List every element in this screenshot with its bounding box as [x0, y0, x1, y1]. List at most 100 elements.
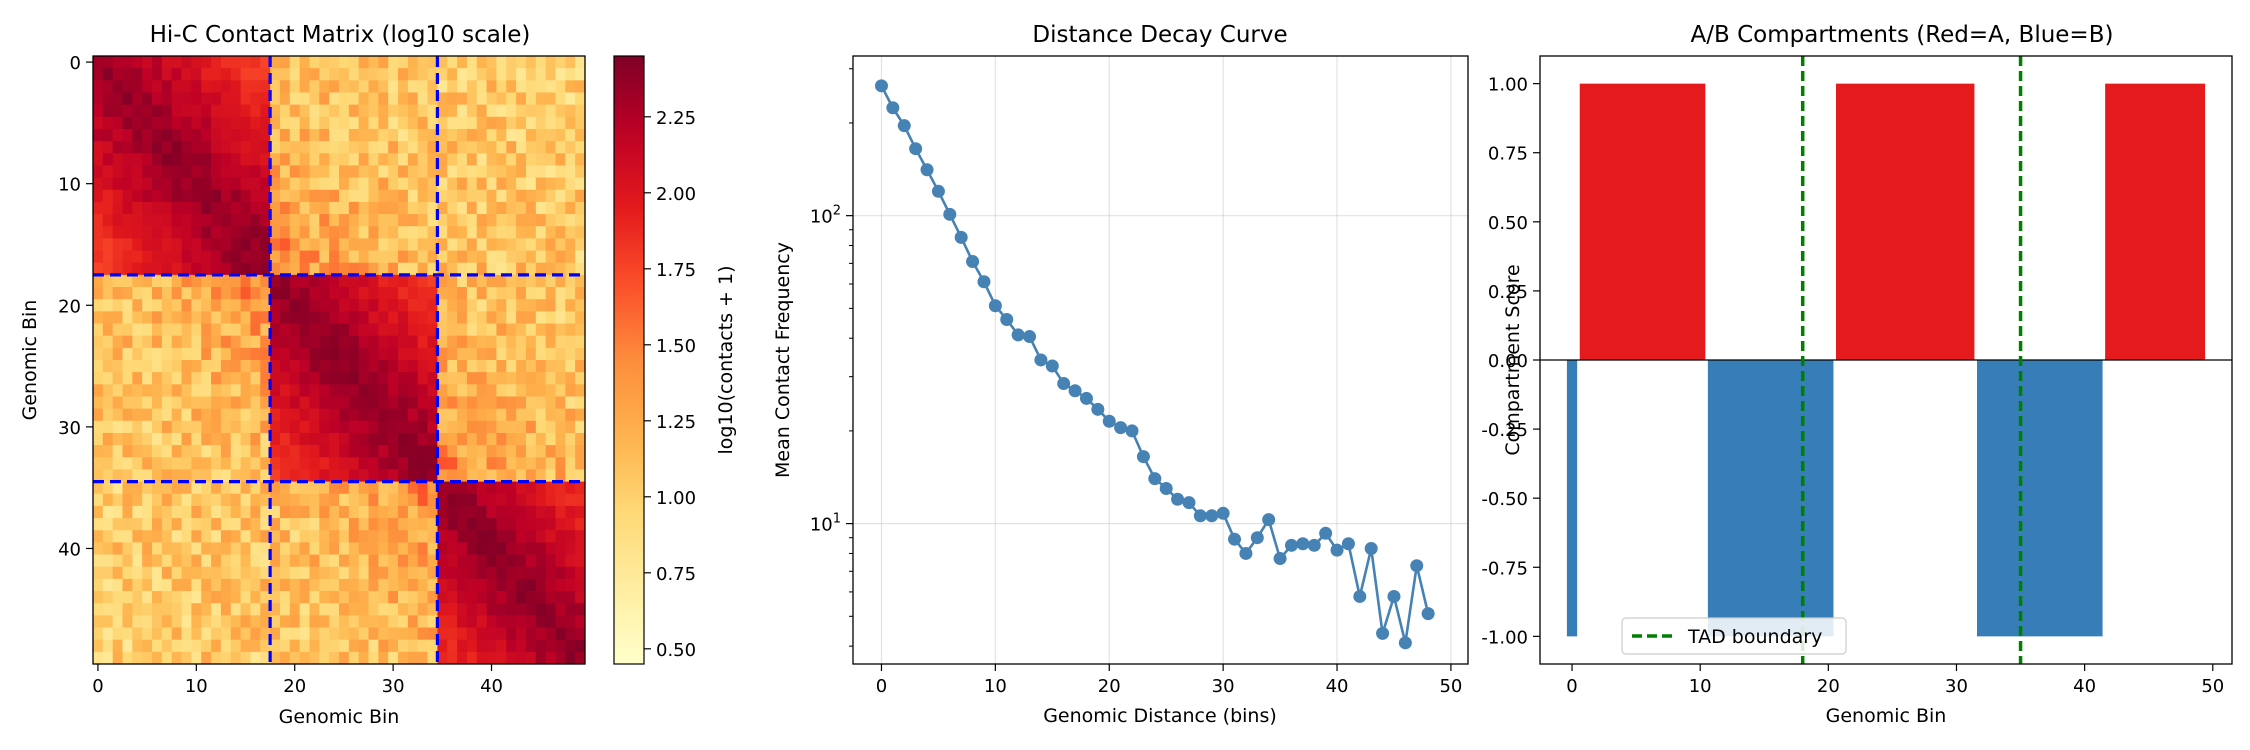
heatmap-cell — [358, 238, 369, 251]
heatmap-cell — [545, 250, 556, 264]
heatmap-cell — [181, 141, 192, 154]
heatmap-cell — [407, 566, 419, 580]
heatmap-cell — [575, 542, 586, 555]
heatmap-cell — [230, 627, 241, 641]
heatmap-cell — [132, 214, 143, 227]
heatmap-cell — [152, 238, 163, 251]
heatmap-cell — [555, 360, 566, 373]
heatmap-cell — [466, 335, 478, 349]
heatmap-cell — [555, 627, 566, 641]
heatmap-cell — [152, 189, 163, 203]
heatmap-cell — [437, 141, 448, 154]
heatmap-cell — [407, 262, 419, 276]
heatmap-cell — [486, 530, 497, 543]
heatmap-cell — [161, 639, 173, 653]
heatmap-cell — [289, 56, 301, 69]
heatmap-cell — [142, 299, 153, 312]
heatmap-cell — [289, 128, 301, 142]
heatmap-cell — [437, 347, 448, 361]
heatmap-cell — [388, 591, 399, 604]
heatmap-cell — [545, 372, 556, 385]
heatmap-cell — [575, 274, 586, 288]
heatmap-cell — [211, 189, 222, 203]
heatmap-cell — [506, 542, 517, 555]
heatmap-cell — [319, 639, 330, 653]
heatmap-cell — [516, 128, 527, 142]
heatmap-cell — [466, 457, 478, 470]
heatmap-cell — [191, 214, 202, 227]
heatmap-cell — [240, 92, 251, 106]
heatmap-cell — [161, 457, 173, 470]
heatmap-cell — [122, 615, 133, 628]
heatmap-cell — [289, 420, 301, 434]
heatmap-cell — [289, 469, 301, 482]
heatmap-cell — [220, 457, 232, 470]
heatmap-cell — [486, 287, 497, 300]
heatmap-cell — [407, 384, 419, 397]
heatmap-cell — [378, 56, 389, 69]
heatmap-cell — [260, 189, 271, 203]
heatmap-cell — [486, 335, 497, 349]
heatmap-cell — [220, 214, 232, 227]
heatmap-cell — [102, 408, 114, 422]
heatmap-cell — [565, 457, 576, 470]
heatmap-cell — [545, 432, 556, 446]
heatmap-cell — [525, 554, 537, 568]
heatmap-cell — [240, 287, 251, 300]
heatmap-cell — [152, 408, 163, 422]
decay-point — [1057, 377, 1071, 391]
heatmap-cell — [535, 445, 547, 458]
heatmap-cell — [309, 262, 320, 276]
heatmap-cell — [378, 153, 389, 166]
heatmap-cell — [516, 262, 527, 276]
heatmap-cell — [93, 469, 104, 482]
heatmap-cell — [565, 116, 576, 130]
heatmap-cell — [525, 141, 537, 154]
heatmap-cell — [279, 493, 291, 507]
heatmap-cell — [525, 481, 537, 495]
heatmap-cell — [93, 518, 104, 531]
heatmap-cell — [171, 408, 182, 422]
heatmap-cell — [132, 165, 143, 178]
heatmap-cell — [230, 274, 241, 288]
heatmap-cell — [161, 505, 173, 519]
heatmap-cell — [329, 262, 340, 276]
heatmap-cell — [279, 396, 291, 410]
heatmap-cell — [525, 311, 537, 324]
heatmap-cell — [407, 165, 419, 178]
heatmap-cell — [211, 627, 222, 641]
heatmap-cell — [555, 68, 566, 81]
heatmap-cell — [388, 651, 399, 665]
heatmap-cell — [319, 603, 330, 616]
heatmap-cell — [368, 177, 379, 191]
heatmap-cell — [348, 128, 360, 142]
heatmap-cell — [260, 566, 271, 580]
heatmap-cell — [398, 481, 409, 495]
heatmap-cell — [260, 627, 271, 641]
heatmap-cell — [476, 287, 487, 300]
heatmap-cell — [368, 566, 379, 580]
heatmap-cell — [309, 360, 320, 373]
heatmap-cell — [427, 226, 438, 239]
heatmap-cell — [122, 92, 133, 106]
heatmap-cell — [486, 80, 497, 93]
heatmap-cell — [260, 542, 271, 555]
heatmap-cell — [388, 323, 399, 337]
heatmap-cell — [161, 347, 173, 361]
heatmap-cell — [171, 651, 182, 665]
heatmap-cell — [506, 530, 517, 543]
heatmap-cell — [575, 323, 586, 337]
heatmap-cell — [161, 627, 173, 641]
heatmap-cell — [348, 651, 360, 665]
heatmap-cell — [565, 274, 576, 288]
heatmap-cell — [575, 128, 586, 142]
heatmap-cell — [220, 104, 232, 118]
heatmap-cell — [279, 591, 291, 604]
heatmap-cell — [575, 469, 586, 482]
heatmap-cell — [486, 165, 497, 178]
heatmap-cell — [152, 651, 163, 665]
heatmap-cell — [240, 80, 251, 93]
heatmap-cell — [575, 578, 586, 592]
heatmap-cell — [555, 420, 566, 434]
heatmap-cell — [466, 141, 478, 154]
